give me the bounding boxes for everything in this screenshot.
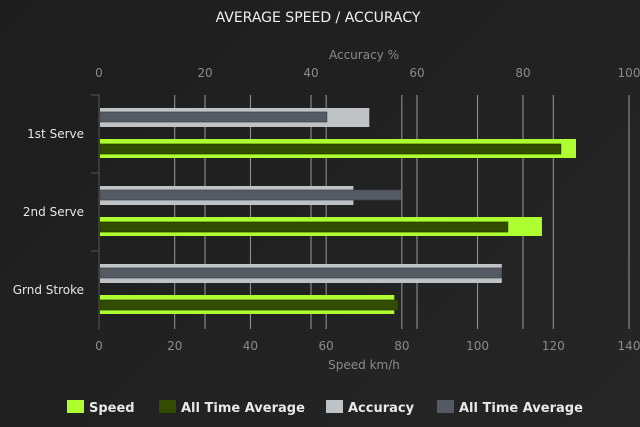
- category-label: 2nd Serve: [23, 205, 84, 219]
- accuracy-tick-label: 0: [95, 66, 103, 80]
- speed-axis-label: Speed km/h: [328, 358, 400, 372]
- accuracy-average-bar: [99, 189, 402, 201]
- speed-tick-label: 60: [319, 339, 334, 353]
- speed-tick-label: 140: [618, 339, 640, 353]
- accuracy-average-bar: [99, 111, 328, 123]
- accuracy-tick-label: 40: [303, 66, 318, 80]
- accuracy-tick-label: 20: [197, 66, 212, 80]
- category-label: Grnd Stroke: [13, 283, 84, 297]
- speed-tick-label: 100: [466, 339, 489, 353]
- speed-average-bar: [99, 299, 399, 311]
- speed-tick-label: 0: [95, 339, 103, 353]
- accuracy-tick-label: 60: [409, 66, 424, 80]
- legend-swatch: [159, 400, 176, 413]
- legend-label: All Time Average: [181, 401, 305, 416]
- legend-label: Speed: [89, 401, 135, 416]
- speed-tick-label: 40: [243, 339, 258, 353]
- chart-title: AVERAGE SPEED / ACCURACY: [216, 10, 421, 26]
- legend-swatch: [326, 400, 343, 413]
- accuracy-tick-label: 80: [515, 66, 530, 80]
- accuracy-axis-label: Accuracy %: [329, 48, 399, 62]
- category-label: 1st Serve: [27, 127, 84, 141]
- legend-label: All Time Average: [459, 401, 583, 416]
- speed-tick-label: 80: [394, 339, 409, 353]
- speed-average-bar: [99, 221, 509, 233]
- speed-average-bar: [99, 143, 562, 155]
- accuracy-average-bar: [99, 267, 503, 279]
- speed-tick-label: 20: [167, 339, 182, 353]
- speed-tick-label: 120: [542, 339, 565, 353]
- accuracy-tick-label: 100: [618, 66, 640, 80]
- legend-swatch: [67, 400, 84, 413]
- legend-swatch: [437, 400, 454, 413]
- legend-label: Accuracy: [348, 401, 415, 416]
